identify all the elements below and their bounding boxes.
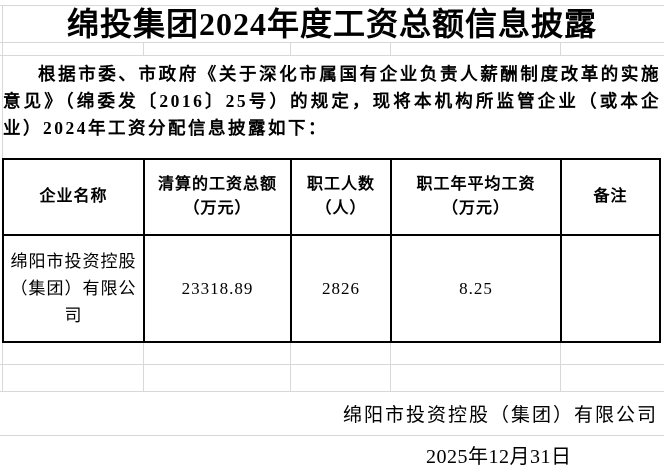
gridline-horizontal: [0, 55, 664, 56]
gridline-vertical: [390, 42, 391, 55]
cell-headcount: 2826: [290, 234, 392, 343]
cell-company-name: 绵阳市投资控股（集团）有限公司: [2, 234, 145, 343]
gridline-vertical: [2, 5, 3, 158]
column-header-headcount: 职工人数 （人）: [290, 158, 392, 236]
column-header-company: 企业名称: [2, 158, 145, 236]
gridline-vertical: [560, 339, 561, 391]
date-line: 2025年12月31日: [426, 446, 572, 465]
gridline-vertical: [290, 339, 291, 391]
column-header-note: 备注: [560, 158, 661, 236]
page-title: 绵投集团2024年度工资总额信息披露: [66, 6, 597, 42]
cell-note: [560, 234, 661, 343]
signature-line: 绵阳市投资控股（集团）有限公司: [342, 405, 658, 426]
table-header-row: 企业名称 清算的工资总额 （万元） 职工人数 （人） 职工年平均工资 （万元） …: [2, 158, 661, 236]
intro-paragraph: 根据市委、市政府《关于深化市属国有企业负责人薪酬制度改革的实施意见》（绵委发〔2…: [3, 64, 661, 138]
wage-disclosure-table: 企业名称 清算的工资总额 （万元） 职工人数 （人） 职工年平均工资 （万元） …: [2, 158, 661, 343]
cell-total-wage: 23318.89: [143, 234, 292, 343]
gridline-horizontal: [0, 435, 664, 436]
column-header-avg-wage: 职工年平均工资 （万元）: [390, 158, 562, 236]
gridline-vertical: [2, 339, 3, 391]
gridline-vertical: [560, 42, 561, 55]
gridline-vertical: [390, 339, 391, 391]
gridline-horizontal: [0, 364, 664, 365]
cell-avg-annual-wage: 8.25: [390, 234, 562, 343]
gridline-vertical: [290, 42, 291, 55]
gridline-horizontal: [0, 5, 664, 6]
gridline-vertical: [143, 339, 144, 391]
gridline-horizontal: [0, 42, 664, 43]
column-header-total-wage: 清算的工资总额 （万元）: [143, 158, 292, 236]
gridline-horizontal: [0, 391, 664, 392]
gridline-vertical: [143, 42, 144, 55]
table-row: 绵阳市投资控股（集团）有限公司 23318.89 2826 8.25: [2, 234, 661, 343]
